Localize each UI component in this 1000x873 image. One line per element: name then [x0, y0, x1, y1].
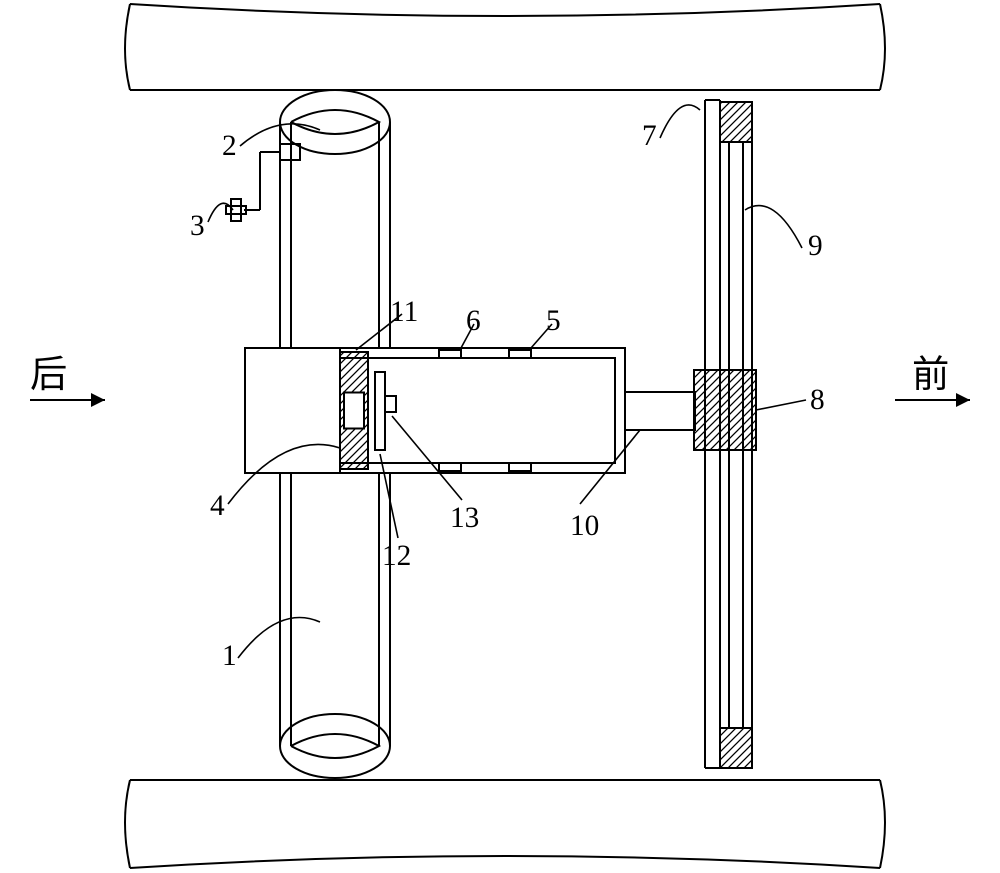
callout-3: 3: [190, 210, 205, 243]
callout-5: 5: [546, 305, 561, 338]
callout-1: 1: [222, 640, 237, 673]
callout-11: 11: [390, 296, 418, 329]
callout-10: 10: [570, 510, 599, 543]
callout-13: 13: [450, 502, 479, 535]
callout-9: 9: [808, 230, 823, 263]
diagram-svg: [0, 0, 1000, 873]
callout-6: 6: [466, 305, 481, 338]
direction-label-right: 前: [912, 344, 949, 398]
diagram-stage: 12345678910111213后前: [0, 0, 1000, 873]
direction-label-left: 后: [30, 344, 67, 398]
callout-4: 4: [210, 490, 225, 523]
callout-8: 8: [810, 384, 825, 417]
callout-2: 2: [222, 130, 237, 163]
callout-7: 7: [642, 120, 657, 153]
callout-12: 12: [382, 540, 411, 573]
